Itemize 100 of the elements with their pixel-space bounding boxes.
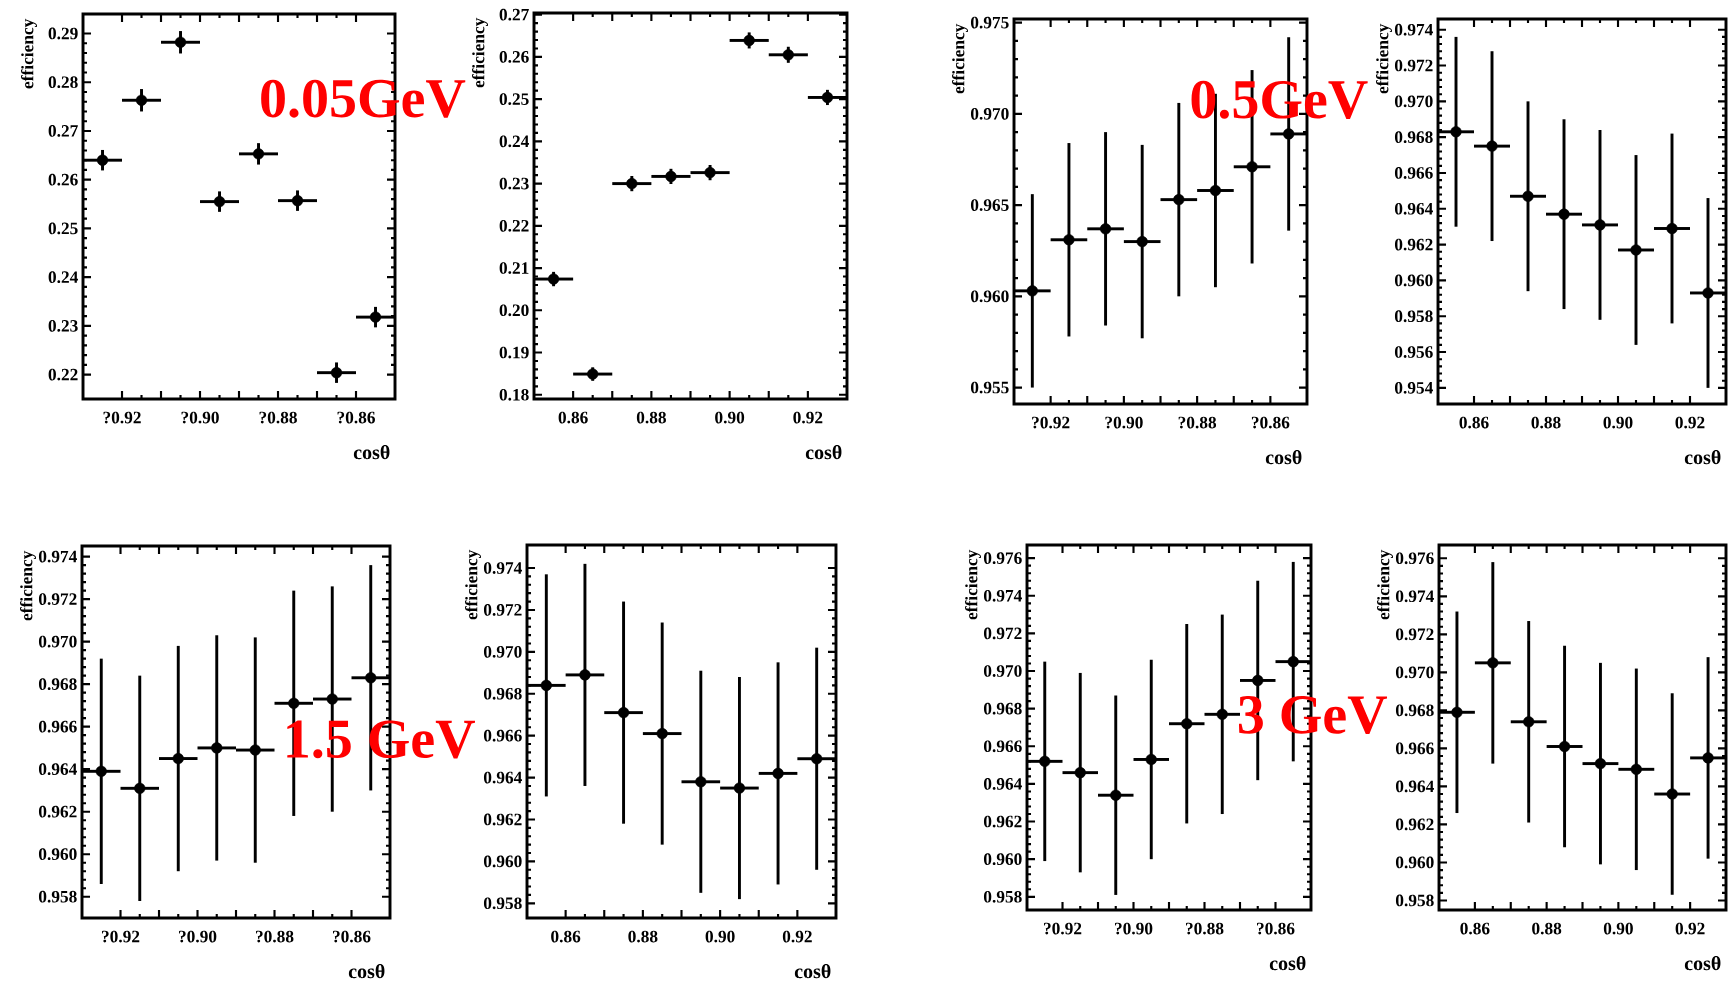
x-tick-label: 0.90 [1603, 416, 1633, 429]
y-tick-label: 0.962 [1395, 818, 1434, 831]
y-tick-label: 0.970 [1395, 666, 1434, 679]
x-axis-title: cosθ [1269, 956, 1306, 971]
x-tick-label: 0.92 [1675, 922, 1705, 935]
y-axis-title: efficiency [20, 550, 36, 621]
y-tick-label: 0.970 [38, 635, 77, 648]
y-tick-label: 0.974 [483, 562, 522, 574]
y-tick-label: 0.974 [1395, 590, 1434, 603]
x-tick-label: ?0.90 [179, 930, 217, 943]
y-tick-label: 0.975 [970, 16, 1009, 29]
y-tick-label: 0.966 [38, 720, 77, 733]
y-tick-label: 0.956 [1394, 346, 1433, 358]
y-axis-title: efficiency [1377, 549, 1393, 620]
y-tick-label: 0.970 [483, 645, 522, 658]
y-tick-label: 0.964 [1394, 202, 1433, 215]
y-tick-label: 0.960 [1394, 274, 1433, 287]
y-tick-label: 0.972 [983, 627, 1022, 640]
y-tick-label: 0.968 [1395, 704, 1434, 717]
y-tick-label: 0.958 [983, 890, 1022, 903]
y-tick-label: 0.970 [983, 665, 1022, 677]
x-axis-title: cosθ [1684, 956, 1721, 971]
x-tick-label: 0.92 [1675, 416, 1705, 429]
x-tick-label: ?0.88 [1178, 416, 1217, 429]
x-axis-title: cosθ [353, 445, 390, 460]
y-tick-label: 0.23 [48, 320, 78, 332]
y-tick-label: 0.27 [48, 125, 78, 137]
x-tick-label: 0.86 [551, 930, 581, 943]
x-tick-label: ?0.88 [1186, 922, 1224, 935]
y-tick-label: 0.968 [1394, 131, 1433, 144]
x-tick-label: ?0.90 [1105, 416, 1143, 429]
y-axis-title: efficiency [465, 549, 481, 620]
y-tick-label: 0.962 [983, 815, 1022, 828]
x-tick-label: 0.88 [628, 930, 658, 943]
x-axis-title: cosθ [348, 964, 385, 979]
x-tick-label: 0.86 [1459, 416, 1489, 429]
x-tick-label: ?0.86 [337, 411, 375, 424]
y-tick-label: 0.970 [970, 107, 1009, 120]
y-tick-label: 0.24 [499, 135, 529, 148]
x-tick-label: 0.86 [1460, 922, 1490, 935]
y-tick-label: 0.966 [1395, 742, 1434, 755]
x-tick-label: 0.88 [1532, 922, 1562, 935]
y-tick-label: 0.958 [483, 897, 522, 910]
y-tick-label: 0.25 [48, 222, 78, 235]
y-tick-label: 0.966 [483, 729, 522, 742]
y-tick-label: 0.960 [38, 848, 77, 861]
y-tick-label: 0.22 [48, 368, 78, 381]
y-axis-title: efficiency [21, 18, 37, 89]
y-tick-label: 0.972 [1394, 59, 1433, 72]
x-tick-label: ?0.90 [181, 411, 219, 424]
y-tick-label: 0.955 [970, 381, 1009, 394]
y-axis-title: efficiency [1376, 23, 1392, 94]
y-tick-label: 0.968 [38, 678, 77, 691]
x-tick-label: 0.88 [636, 411, 666, 424]
x-tick-label: 0.90 [715, 411, 745, 424]
y-tick-label: 0.958 [38, 890, 77, 903]
y-tick-label: 0.976 [1395, 552, 1434, 565]
y-tick-label: 0.966 [1394, 167, 1433, 179]
y-tick-label: 0.22 [499, 219, 529, 232]
x-tick-label: ?0.86 [333, 930, 371, 943]
y-tick-label: 0.960 [1395, 856, 1434, 869]
y-tick-label: 0.964 [1395, 780, 1434, 793]
x-tick-label: ?0.86 [1251, 416, 1290, 429]
y-tick-label: 0.968 [983, 702, 1022, 715]
y-tick-label: 0.974 [983, 589, 1022, 602]
y-tick-label: 0.24 [48, 271, 78, 284]
y-tick-label: 0.954 [1394, 381, 1433, 394]
y-tick-label: 0.962 [38, 805, 77, 818]
x-tick-label: ?0.88 [259, 411, 297, 424]
x-axis-title: cosθ [1265, 450, 1302, 465]
y-tick-label: 0.964 [483, 771, 522, 784]
x-axis-title: cosθ [1684, 450, 1721, 465]
y-tick-label: 0.964 [983, 778, 1022, 790]
y-tick-label: 0.972 [483, 604, 522, 616]
y-tick-label: 0.28 [48, 76, 78, 89]
y-tick-label: 0.958 [1395, 894, 1434, 907]
y-tick-label: 0.968 [483, 687, 522, 700]
x-tick-label: ?0.92 [102, 930, 140, 943]
y-tick-label: 0.27 [499, 8, 529, 21]
x-tick-label: 0.86 [558, 411, 588, 424]
y-tick-label: 0.974 [38, 550, 77, 563]
y-tick-label: 0.974 [1394, 23, 1433, 36]
y-axis-title: efficiency [965, 549, 981, 620]
y-tick-label: 0.962 [1394, 238, 1433, 251]
y-tick-label: 0.23 [499, 177, 529, 190]
y-tick-label: 0.972 [38, 593, 77, 606]
y-tick-label: 0.964 [38, 763, 77, 776]
y-axis-title: efficiency [472, 17, 488, 88]
y-tick-label: 0.972 [1395, 628, 1434, 641]
x-tick-label: 0.90 [1603, 922, 1633, 935]
y-tick-label: 0.960 [983, 853, 1022, 866]
y-tick-label: 0.965 [970, 199, 1009, 211]
x-tick-label: ?0.92 [103, 411, 141, 424]
x-axis-title: cosθ [805, 445, 842, 460]
x-axis-title: cosθ [794, 964, 831, 979]
y-tick-label: 0.970 [1394, 95, 1433, 108]
y-tick-label: 0.960 [483, 855, 522, 868]
x-tick-label: ?0.92 [1032, 416, 1070, 429]
y-tick-label: 0.26 [499, 51, 529, 63]
x-tick-label: 0.88 [1531, 416, 1561, 429]
